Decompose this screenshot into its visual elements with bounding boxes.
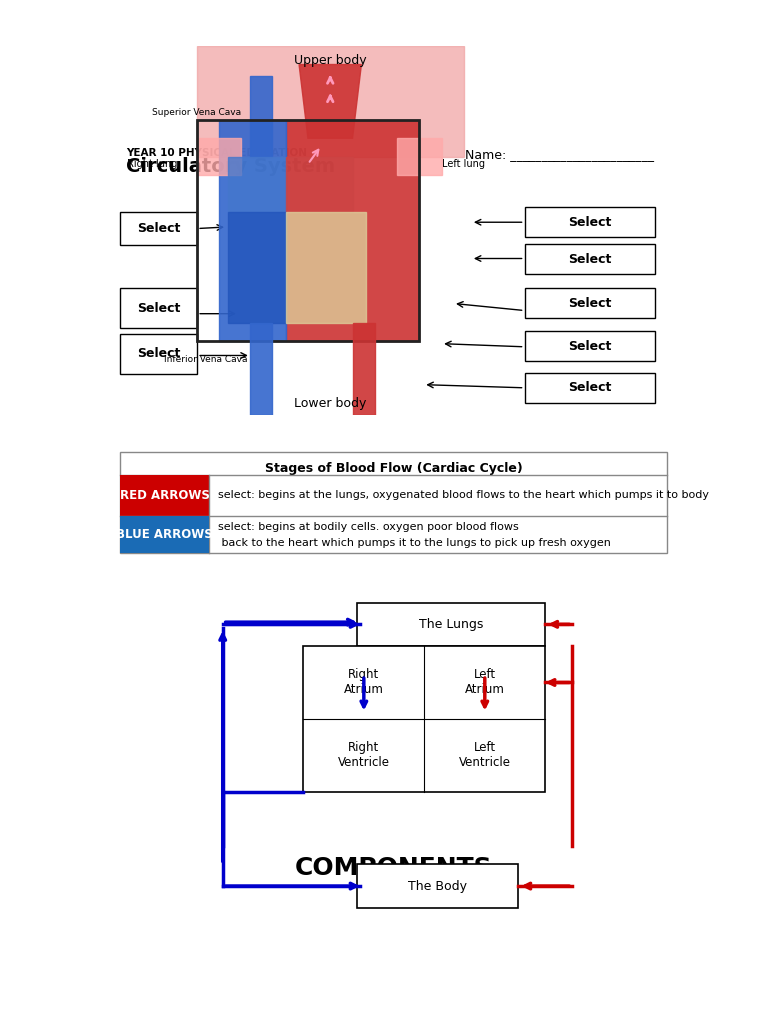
- Text: Left lung: Left lung: [442, 159, 485, 169]
- FancyBboxPatch shape: [120, 212, 197, 245]
- Polygon shape: [286, 212, 366, 323]
- FancyBboxPatch shape: [120, 515, 209, 553]
- Text: Select: Select: [137, 302, 180, 314]
- Polygon shape: [397, 138, 442, 175]
- Text: select: begins at the lungs, oxygenated blood flows to the heart which pumps it : select: begins at the lungs, oxygenated …: [218, 490, 709, 500]
- Text: Select: Select: [137, 347, 180, 360]
- Text: COMPONENTS: COMPONENTS: [295, 856, 492, 880]
- Text: back to the heart which pumps it to the lungs to pick up fresh oxygen: back to the heart which pumps it to the …: [218, 539, 611, 548]
- FancyBboxPatch shape: [120, 453, 667, 553]
- Text: YEAR 10 PHYSICAL EDUCATION: YEAR 10 PHYSICAL EDUCATION: [126, 148, 306, 158]
- Text: Left
Atrium: Left Atrium: [465, 669, 505, 696]
- Text: Select: Select: [568, 253, 611, 266]
- Text: The Body: The Body: [409, 880, 467, 893]
- Polygon shape: [250, 323, 273, 415]
- Polygon shape: [197, 138, 241, 175]
- Text: Select: Select: [568, 216, 611, 228]
- Polygon shape: [299, 65, 362, 138]
- FancyBboxPatch shape: [525, 373, 656, 402]
- Text: Lower body: Lower body: [294, 397, 366, 411]
- Text: Right
Atrium: Right Atrium: [344, 669, 384, 696]
- Polygon shape: [228, 157, 286, 212]
- Polygon shape: [286, 157, 353, 212]
- Text: Right
Ventricle: Right Ventricle: [338, 741, 390, 769]
- Polygon shape: [250, 76, 273, 157]
- Text: Select: Select: [568, 297, 611, 310]
- Text: Right lung: Right lung: [127, 159, 177, 169]
- Text: Name: _______________________: Name: _______________________: [465, 148, 654, 161]
- FancyBboxPatch shape: [120, 474, 209, 515]
- Text: Circulatory System: Circulatory System: [126, 157, 335, 176]
- Polygon shape: [353, 323, 375, 415]
- FancyBboxPatch shape: [357, 864, 518, 908]
- Text: The Lungs: The Lungs: [419, 617, 483, 631]
- FancyBboxPatch shape: [303, 646, 545, 792]
- Text: Stages of Blood Flow (Cardiac Cycle): Stages of Blood Flow (Cardiac Cycle): [265, 462, 522, 475]
- Text: Superior Vena Cava: Superior Vena Cava: [152, 108, 241, 117]
- FancyBboxPatch shape: [525, 207, 656, 238]
- FancyBboxPatch shape: [525, 331, 656, 361]
- Polygon shape: [286, 120, 419, 341]
- Text: Left
Ventricle: Left Ventricle: [458, 741, 511, 769]
- Text: Select: Select: [568, 340, 611, 352]
- Polygon shape: [197, 46, 464, 157]
- Text: select: begins at bodily cells. oxygen poor blood flows: select: begins at bodily cells. oxygen p…: [218, 521, 518, 531]
- Text: Select: Select: [137, 222, 180, 236]
- FancyBboxPatch shape: [525, 289, 656, 318]
- FancyBboxPatch shape: [525, 245, 656, 274]
- FancyBboxPatch shape: [120, 334, 197, 374]
- FancyBboxPatch shape: [357, 602, 545, 646]
- Text: Upper body: Upper body: [294, 54, 366, 68]
- Polygon shape: [219, 120, 286, 341]
- Polygon shape: [228, 212, 286, 323]
- Text: Inferior Vena Cava: Inferior Vena Cava: [164, 355, 247, 364]
- FancyBboxPatch shape: [120, 289, 197, 328]
- Text: Select: Select: [568, 381, 611, 394]
- Text: RED ARROWS: RED ARROWS: [120, 488, 210, 502]
- Text: BLUE ARROWS: BLUE ARROWS: [116, 527, 213, 541]
